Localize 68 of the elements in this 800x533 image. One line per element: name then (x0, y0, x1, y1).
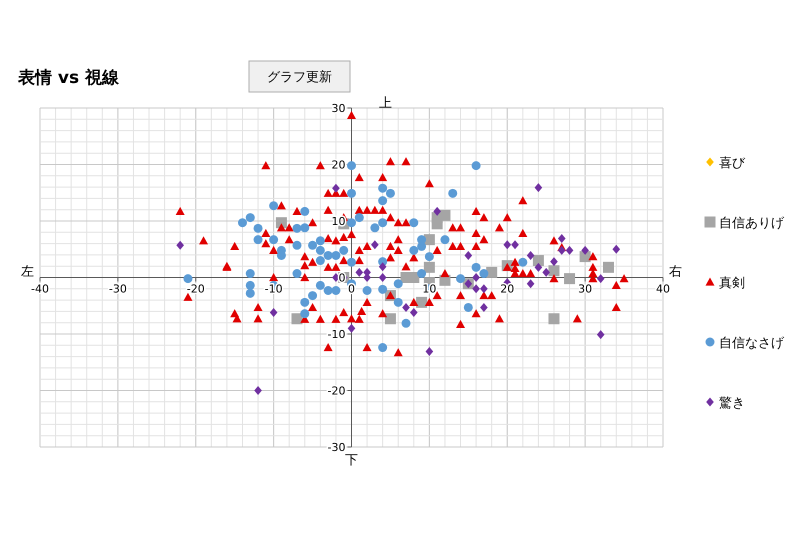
point (291, 313, 302, 324)
x-tick-label: -20 (186, 282, 205, 296)
point (410, 308, 418, 318)
point (416, 296, 428, 308)
chart-title: 表情 vs 視線 (17, 68, 120, 88)
point (542, 268, 550, 277)
point (596, 330, 605, 340)
x-tick-label: 20 (500, 282, 514, 296)
point (503, 240, 512, 250)
x-tick-label: 40 (656, 282, 670, 296)
point (564, 273, 576, 284)
point (472, 273, 480, 282)
legend-label: 自信ありげ (719, 216, 785, 231)
point (526, 250, 534, 260)
point (566, 246, 574, 255)
x-tick-label: -10 (264, 282, 283, 296)
point (548, 313, 560, 324)
y-tick-label: 10 (332, 215, 346, 228)
point (433, 206, 441, 216)
point (426, 347, 434, 356)
y-tick-label: 20 (332, 158, 346, 172)
point (464, 250, 472, 260)
point (270, 308, 278, 318)
point (332, 184, 340, 193)
legend-label: 自信なさげ (719, 336, 785, 351)
point (402, 302, 410, 312)
point (384, 313, 396, 324)
point (558, 234, 566, 244)
point (378, 273, 386, 282)
x-tick-label: -40 (31, 282, 49, 296)
point (558, 246, 566, 255)
text: 下 (345, 453, 358, 468)
point (480, 284, 488, 294)
point (355, 268, 364, 277)
point (602, 262, 614, 273)
y-tick-label: -20 (328, 384, 346, 398)
point (472, 284, 480, 294)
annotation: 上 (379, 96, 392, 111)
point (511, 240, 519, 250)
legend-label: 真剣 (719, 276, 745, 291)
y-tick-label: 30 (332, 102, 346, 115)
legend-label: 驚き (719, 396, 745, 411)
text: 右 (669, 264, 682, 280)
point (432, 218, 443, 230)
point (424, 262, 435, 273)
point (534, 183, 542, 192)
point (378, 262, 386, 272)
y-tick-label: -30 (328, 441, 346, 454)
point (439, 210, 450, 221)
point (581, 246, 589, 255)
point (532, 255, 544, 266)
point (534, 262, 542, 272)
point (550, 257, 558, 266)
point (348, 324, 356, 333)
point (371, 240, 379, 250)
point (526, 279, 534, 288)
point (548, 265, 560, 276)
point (254, 386, 262, 395)
point (612, 244, 620, 254)
text: グラフ更新 (267, 70, 332, 85)
y-tick-label: -10 (328, 328, 346, 341)
legend-label: 喜び (719, 156, 746, 171)
point (480, 302, 488, 312)
point (176, 240, 184, 250)
text: 左 (21, 264, 34, 280)
x-tick-label: 30 (578, 282, 592, 296)
x-tick-label: -30 (108, 282, 127, 296)
point (596, 274, 605, 284)
